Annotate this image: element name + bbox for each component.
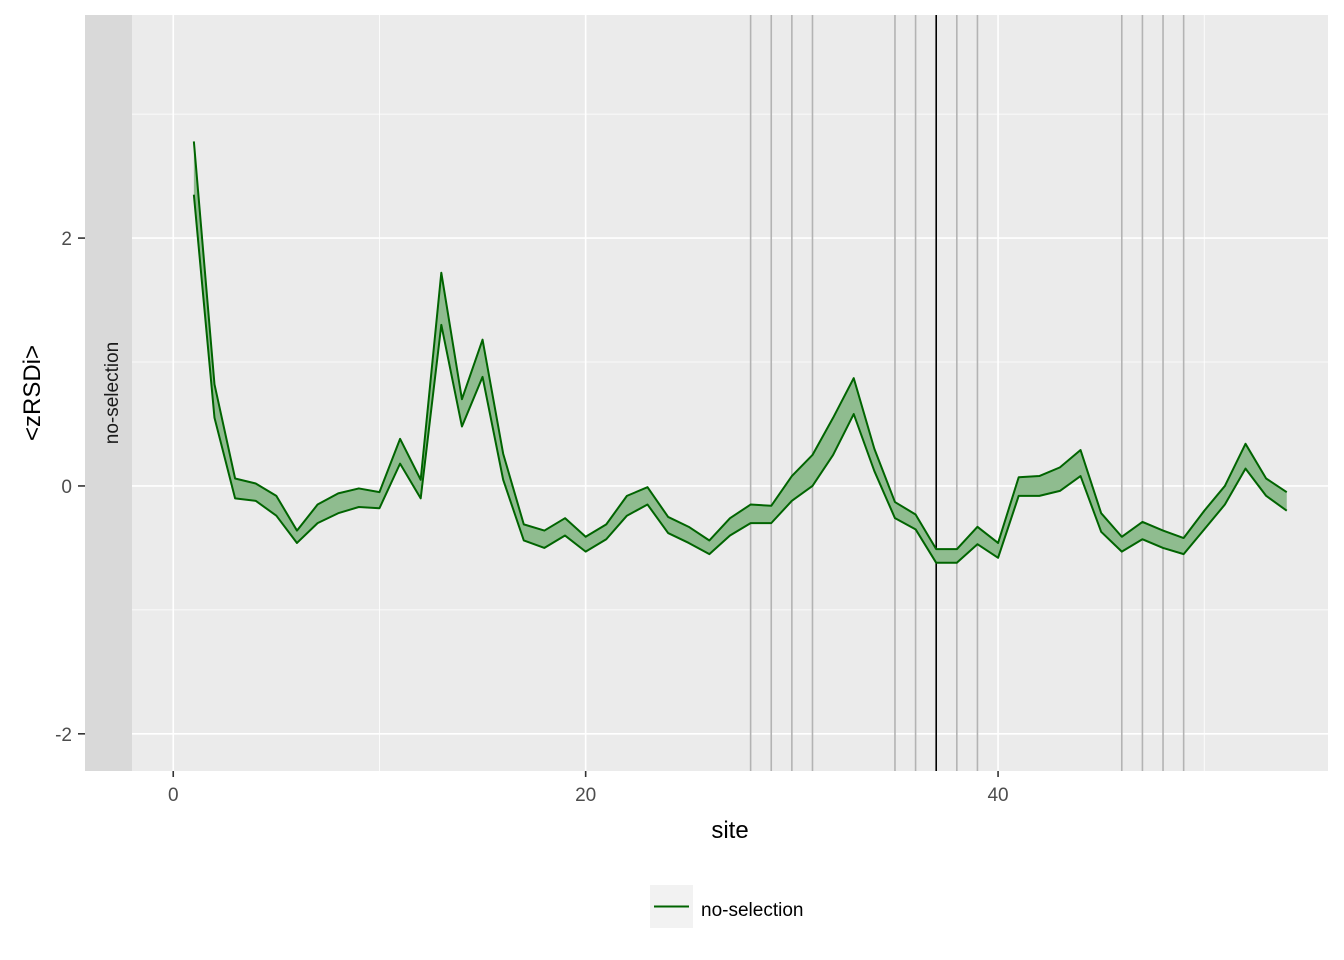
x-axis-title: site [711, 817, 748, 844]
y-tick-label: -2 [55, 725, 72, 746]
x-tick-label: 0 [168, 785, 179, 806]
series-upper-line [192, 141, 1288, 551]
legend: no-selection [650, 885, 803, 928]
legend-label: no-selection [701, 900, 803, 921]
reference-lines [749, 15, 1185, 771]
x-tick-label: 20 [575, 785, 596, 806]
plot-panel [132, 15, 1328, 771]
facet-strip [85, 15, 132, 771]
x-tick-label: 40 [987, 785, 1008, 806]
grid-major [132, 15, 1328, 771]
y-axis-title: <zRSDi> [19, 345, 46, 441]
x-axis: 0 20 40 [168, 771, 1009, 806]
grid-minor [132, 15, 1328, 771]
facet-strip-label: no-selection [102, 342, 123, 444]
series-lower-line [192, 194, 1288, 564]
series-layer [192, 141, 1288, 564]
y-tick-label: 2 [61, 229, 72, 250]
y-axis: -2 0 2 [55, 229, 85, 746]
y-tick-label: 0 [61, 477, 72, 498]
